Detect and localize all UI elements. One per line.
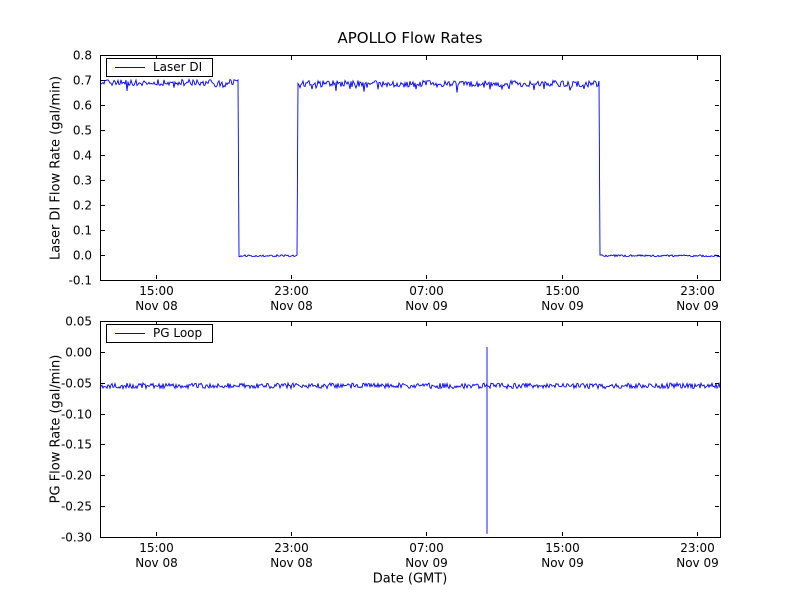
y-tick-label: -0.30: [61, 531, 92, 545]
laser-di-series-line: [99, 78, 721, 258]
y-tick-label: 0.1: [73, 224, 92, 238]
x-tick-label-time: 23:00: [274, 541, 309, 555]
y-tick-label: 0.6: [73, 99, 92, 113]
legend-label: Laser DI: [153, 60, 203, 74]
legend-line-sample: [115, 67, 145, 68]
axes-box: [100, 55, 721, 281]
y-tick-label: 0.00: [65, 346, 92, 360]
x-tick-label-date: Nov 09: [405, 556, 448, 570]
x-tick-label-time: 23:00: [680, 284, 715, 298]
x-tick-label-date: Nov 09: [676, 556, 719, 570]
legend-line-sample: [115, 333, 145, 334]
bottom-plot: -0.30 -0.25 -0.20 -0.15 -0.10 -0.05 0.00 0.05 15…: [61, 315, 721, 570]
x-tick-label-time: 15:00: [139, 284, 174, 298]
x-tick-label-date: Nov 08: [270, 299, 313, 313]
legend-label: PG Loop: [153, 326, 203, 340]
x-tick-label-time: 15:00: [545, 284, 580, 298]
pg-loop-series-line: [99, 346, 721, 534]
y-tick-label: -0.05: [61, 377, 92, 391]
legend-pg-loop: PG Loop: [106, 324, 214, 343]
y-tick-label: 0.7: [73, 74, 92, 88]
x-tick-label-time: 15:00: [545, 541, 580, 555]
top-plot: -0.10.00.10.20.30.40.50.60.70.815:00Nov …: [69, 49, 721, 313]
x-tick-label-date: Nov 08: [270, 556, 313, 570]
x-tick-label-time: 07:00: [409, 284, 444, 298]
x-tick-label-time: 07:00: [409, 541, 444, 555]
bottom-ylabel: PG Flow Rate (gal/min): [48, 354, 64, 504]
y-tick-label: 0.5: [73, 124, 92, 138]
y-tick-label: -0.25: [61, 500, 92, 514]
x-tick-label-date: Nov 08: [135, 556, 178, 570]
y-tick-label: -0.10: [61, 408, 92, 422]
y-tick-label: 0.0: [73, 249, 92, 263]
xlabel: Date (GMT): [372, 571, 448, 587]
y-tick-label: 0.8: [73, 49, 92, 63]
x-tick-label-time: 23:00: [680, 541, 715, 555]
x-tick-label-time: 23:00: [274, 284, 309, 298]
x-tick-label-date: Nov 09: [405, 299, 448, 313]
y-tick-label: -0.20: [61, 469, 92, 483]
x-tick-label-time: 15:00: [139, 541, 174, 555]
y-tick-label: 0.4: [73, 149, 92, 163]
x-tick-label-date: Nov 09: [541, 556, 584, 570]
legend-laser-di: Laser DI: [106, 58, 214, 77]
x-tick-label-date: Nov 08: [135, 299, 178, 313]
y-tick-label: -0.15: [61, 438, 92, 452]
y-tick-label: 0.2: [73, 199, 92, 213]
x-tick-label-date: Nov 09: [676, 299, 719, 313]
y-tick-label: -0.1: [69, 274, 92, 288]
x-tick-label-date: Nov 09: [541, 299, 584, 313]
y-tick-label: 0.05: [65, 315, 92, 329]
y-tick-label: 0.3: [73, 174, 92, 188]
axes-box: [100, 321, 721, 538]
figure-title: APOLLO Flow Rates: [337, 29, 483, 47]
top-ylabel: Laser DI Flow Rate (gal/min): [48, 75, 64, 261]
